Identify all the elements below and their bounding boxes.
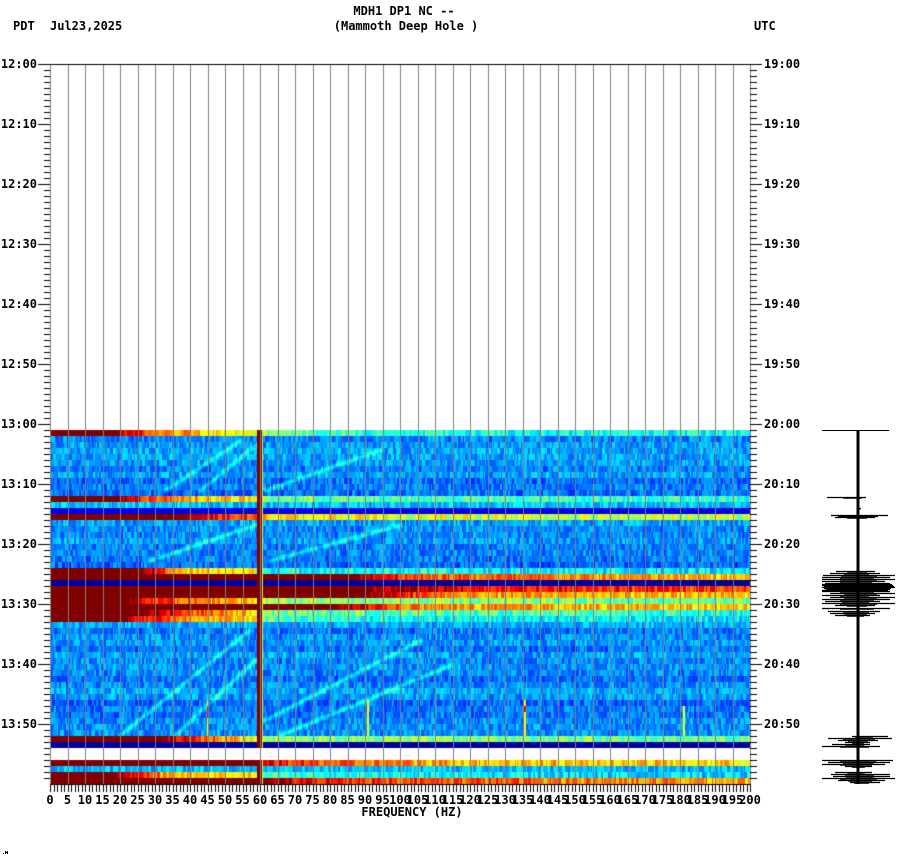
frequency-tick-label: 175 (651, 793, 674, 807)
time-label-pdt: 13:30 (0, 597, 37, 611)
time-label-utc: 19:50 (764, 357, 801, 371)
time-label-utc: 19:00 (764, 57, 801, 71)
date-label: Jul23,2025 (50, 19, 123, 33)
time-label-utc: 19:40 (764, 297, 801, 311)
frequency-tick-label: 100 (389, 793, 411, 807)
time-label-utc: 20:30 (764, 597, 801, 611)
time-label-pdt: 13:40 (0, 657, 37, 671)
frequency-tick-label: 35 (165, 793, 180, 807)
time-label-utc: 20:00 (764, 417, 801, 431)
frequency-tick-label: 80 (322, 793, 338, 807)
time-label-utc: 20:10 (764, 477, 801, 491)
frequency-tick-label: 40 (182, 793, 198, 807)
frequency-tick-label: 155 (581, 793, 604, 807)
frequency-tick-label: 90 (357, 793, 373, 807)
time-label-pdt: 13:10 (0, 477, 37, 491)
frequency-tick-label: 75 (305, 793, 320, 807)
frequency-tick-label: 20 (112, 793, 128, 807)
frequency-tick-label: 130 (494, 793, 516, 807)
frequency-tick-label: 145 (546, 793, 569, 807)
station-title: MDH1 DP1 NC -- (353, 4, 455, 18)
time-label-utc: 19:30 (764, 237, 801, 251)
frequency-tick-label: 200 (739, 793, 761, 807)
timezone-right-label: UTC (754, 19, 776, 33)
time-label-pdt: 13:20 (0, 537, 37, 551)
time-label-utc: 20:50 (764, 717, 801, 731)
station-subtitle: (Mammoth Deep Hole ) (333, 19, 479, 33)
time-label-utc: 20:20 (764, 537, 801, 551)
frequency-tick-label: 5 (63, 793, 72, 807)
frequency-tick-label: 85 (340, 793, 355, 807)
frequency-tick-label: 150 (564, 793, 586, 807)
frequency-tick-label: 65 (270, 793, 285, 807)
frequency-tick-label: 135 (511, 793, 534, 807)
frequency-tick-label: 50 (217, 793, 233, 807)
frequency-tick-label: 15 (95, 793, 110, 807)
time-label-pdt: 12:30 (0, 237, 37, 251)
time-label-utc: 19:10 (764, 117, 801, 131)
frequency-tick-label: 0 (46, 793, 54, 807)
frequency-tick-label: 195 (721, 793, 744, 807)
frequency-tick-label: 160 (599, 793, 621, 807)
x-axis-title: FREQUENCY (HZ) (361, 805, 463, 819)
frequency-tick-label: 120 (459, 793, 481, 807)
frequency-tick-label: 45 (200, 793, 215, 807)
frequency-tick-label: 170 (634, 793, 656, 807)
time-label-utc: 20:40 (764, 657, 801, 671)
time-label-pdt: 12:50 (0, 357, 37, 371)
frequency-tick-label: 95 (375, 793, 390, 807)
seismogram-trace-panel (822, 430, 895, 784)
corner-mark-icon (3, 851, 8, 854)
frequency-tick-label: 70 (287, 793, 303, 807)
frequency-tick-label: 190 (704, 793, 726, 807)
time-label-pdt: 13:50 (0, 717, 37, 731)
frequency-tick-label: 10 (77, 793, 93, 807)
frequency-tick-label: 110 (424, 793, 446, 807)
frequency-tick-label: 185 (686, 793, 709, 807)
frequency-tick-label: 25 (130, 793, 145, 807)
frequency-tick-label: 30 (147, 793, 163, 807)
time-label-pdt: 12:00 (0, 57, 37, 71)
frequency-tick-label: 115 (441, 793, 464, 807)
time-label-utc: 19:20 (764, 177, 801, 191)
frequency-tick-label: 180 (669, 793, 691, 807)
time-label-pdt: 12:40 (0, 297, 37, 311)
frequency-tick-label: 140 (529, 793, 551, 807)
time-label-pdt: 12:10 (0, 117, 37, 131)
frequency-tick-label: 105 (406, 793, 429, 807)
time-label-pdt: 12:20 (0, 177, 37, 191)
frequency-tick-label: 165 (616, 793, 639, 807)
time-label-pdt: 13:00 (0, 417, 37, 431)
frequency-tick-label: 60 (252, 793, 268, 807)
timezone-left-label: PDT (13, 19, 35, 33)
frequency-tick-label: 125 (476, 793, 499, 807)
frequency-tick-label: 55 (235, 793, 250, 807)
